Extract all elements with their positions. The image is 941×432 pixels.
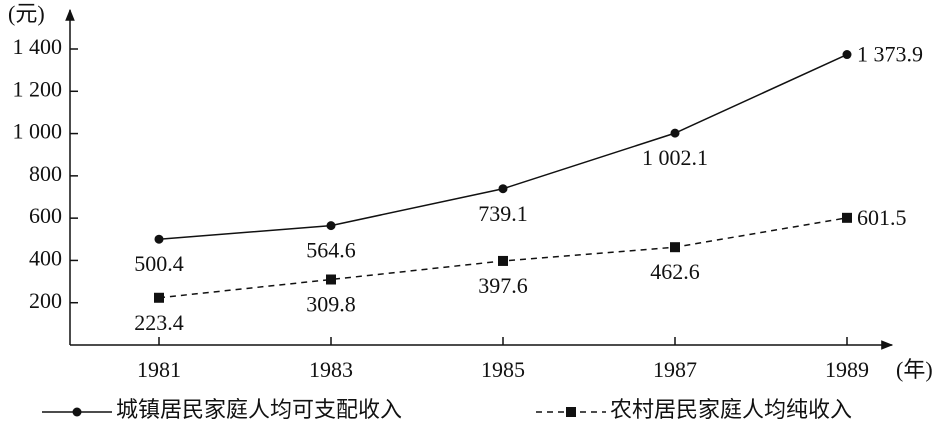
- y-tick-label: 1 000: [13, 119, 63, 144]
- data-label: 309.8: [306, 292, 356, 317]
- legend-label: 城镇居民家庭人均可支配收入: [116, 397, 402, 422]
- x-tick-label: 1983: [309, 357, 353, 382]
- data-label: 1 373.9: [857, 42, 923, 67]
- data-label: 1 002.1: [642, 145, 708, 170]
- legend-marker: [566, 407, 576, 417]
- marker: [326, 221, 336, 231]
- x-tick-label: 1985: [481, 357, 525, 382]
- y-tick-label: 800: [29, 161, 62, 186]
- data-label: 564.6: [306, 238, 356, 263]
- y-tick-label: 600: [29, 203, 62, 228]
- legend-marker: [72, 407, 82, 417]
- marker: [670, 242, 680, 253]
- marker: [498, 184, 508, 194]
- data-label: 739.1: [478, 201, 528, 226]
- data-label: 500.4: [134, 251, 184, 276]
- marker: [842, 50, 852, 60]
- marker: [670, 128, 680, 138]
- legend-label: 农村居民家庭人均纯收入: [610, 397, 852, 422]
- x-tick-label: 1987: [653, 357, 697, 382]
- y-tick-label: 400: [29, 245, 62, 270]
- x-tick-label: 1981: [137, 357, 181, 382]
- y-tick-label: 1 400: [13, 34, 63, 59]
- data-label: 462.6: [650, 259, 700, 284]
- marker: [154, 292, 164, 303]
- marker: [842, 212, 852, 223]
- marker: [154, 234, 164, 244]
- data-label: 223.4: [134, 310, 184, 335]
- x-axis-label: (年): [896, 357, 933, 382]
- y-axis-label: (元): [8, 1, 45, 26]
- data-label: 397.6: [478, 273, 528, 298]
- y-tick-label: 1 200: [13, 76, 63, 101]
- marker: [326, 274, 336, 285]
- x-tick-label: 1989: [825, 357, 869, 382]
- y-tick-label: 200: [29, 288, 62, 313]
- marker: [498, 255, 508, 266]
- data-label: 601.5: [857, 205, 907, 230]
